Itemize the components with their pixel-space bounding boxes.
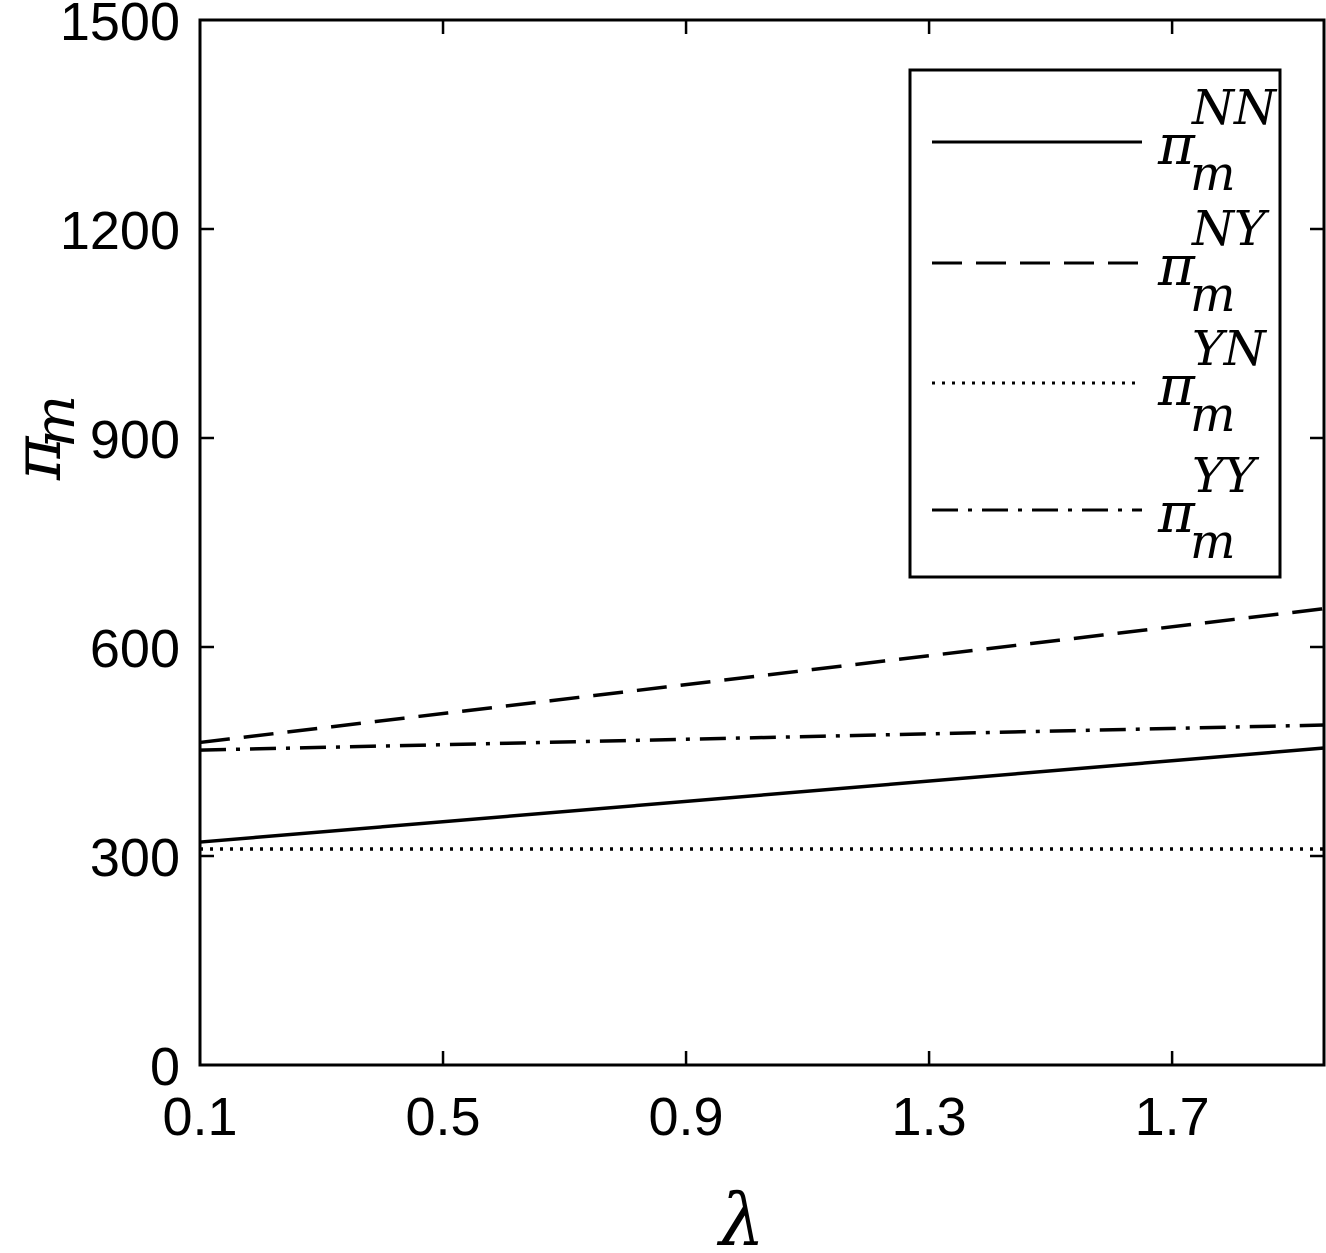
series-line-ny	[199, 606, 1325, 745]
legend-label-sup: YN	[1192, 321, 1268, 377]
legend-label-sub: m	[1190, 146, 1236, 202]
legend-label-sub: m	[1190, 514, 1236, 570]
y-axis-label: π m	[0, 395, 88, 481]
y-tick-label: 600	[90, 619, 180, 679]
y-tick-label: 1200	[60, 201, 180, 261]
plot-frame	[198, 18, 1326, 1067]
legend-label-sub: m	[1190, 267, 1236, 323]
series-line-nn	[199, 746, 1325, 844]
y-tick-label: 0	[150, 1037, 180, 1097]
series-layer	[199, 606, 1325, 851]
x-tick-label: 0.9	[649, 1087, 724, 1147]
legend-label-main: π	[1157, 481, 1196, 546]
legend-label-main: π	[1157, 354, 1196, 419]
y-tick-label: 300	[90, 828, 180, 888]
y-axis-label-sub: m	[23, 395, 88, 448]
legend-label-sub: m	[1190, 387, 1236, 443]
x-tick-label: 0.1	[162, 1087, 237, 1147]
series-line-yy	[199, 723, 1325, 752]
y-tick-label: 900	[90, 410, 180, 470]
x-tick-label: 1.7	[1135, 1087, 1210, 1147]
x-tick-label: 1.3	[892, 1087, 967, 1147]
legend-label-main: π	[1157, 113, 1196, 178]
y-tick-label: 1500	[60, 0, 180, 52]
legend-label-sup: NN	[1191, 80, 1278, 136]
y-axis-label-main: π	[0, 435, 76, 481]
x-axis-label: λ	[716, 1178, 765, 1253]
legend-label-sup: YY	[1192, 448, 1260, 504]
tick-layer: 0.1 0.5 0.9 1.3 1.7 0 300 600 900 1200 1500	[60, 0, 1324, 1147]
legend-label-sup: NY	[1191, 201, 1270, 257]
legend-box	[908, 68, 1282, 579]
legend-label-main: π	[1157, 234, 1196, 299]
x-tick-label: 0.5	[405, 1087, 480, 1147]
